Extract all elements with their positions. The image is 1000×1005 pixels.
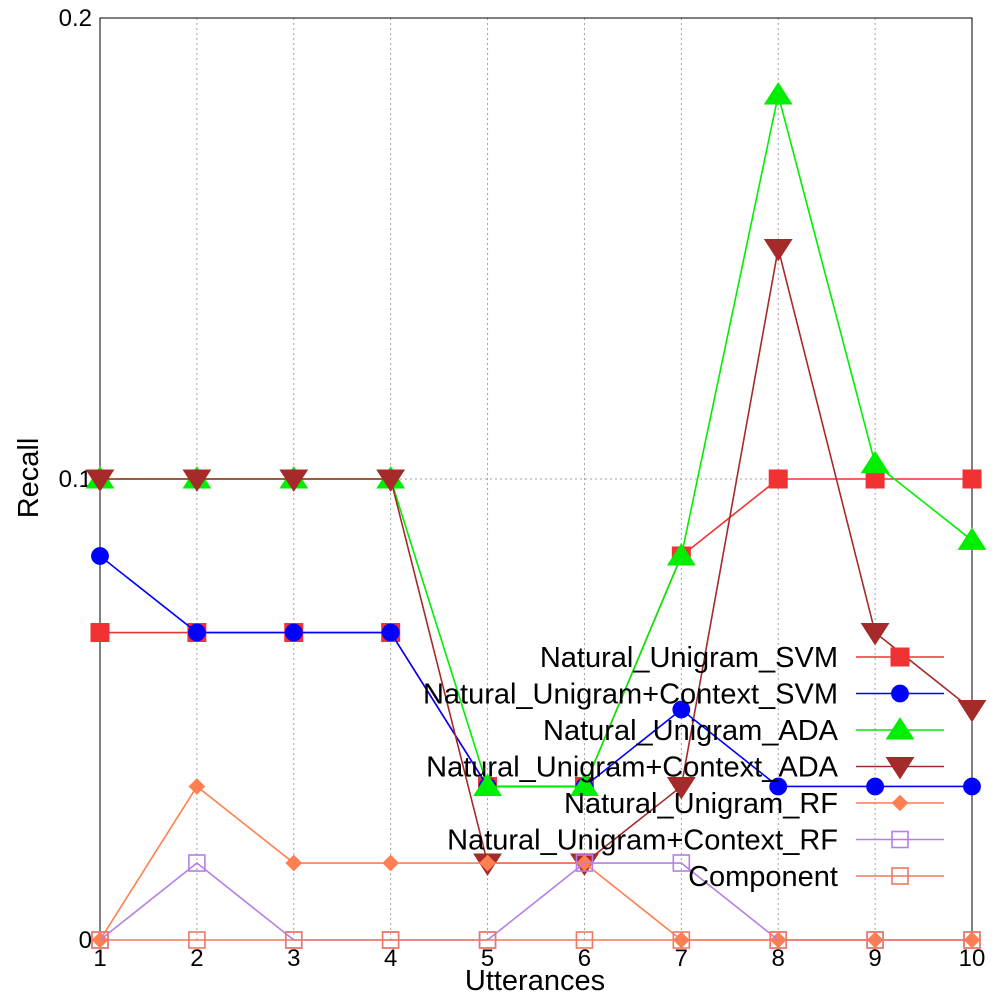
legend-marker — [891, 830, 909, 849]
data-point — [768, 469, 788, 489]
series-line — [99, 785, 972, 941]
series-line — [99, 861, 972, 941]
series-group — [91, 854, 981, 949]
legend-entry: Natural_Unigram_RF — [564, 788, 944, 820]
data-point — [473, 773, 502, 796]
legend-label: Natural_Unigram+Context_ADA — [426, 752, 838, 784]
data-point — [672, 854, 691, 872]
data-point — [91, 547, 109, 565]
legend-marker — [891, 684, 909, 703]
data-point — [279, 469, 309, 492]
legend-label: Natural_Unigram_RF — [564, 788, 838, 820]
legend-marker — [891, 794, 909, 812]
legend-label: Natural_Unigram_SVM — [540, 642, 838, 674]
x-tick-label: 7 — [675, 945, 688, 972]
data-point — [860, 450, 890, 474]
data-point — [672, 931, 691, 949]
data-point — [570, 773, 599, 796]
y-tick-label: 0.2 — [59, 5, 92, 32]
legend-entry: Natural_Unigram_ADA — [543, 715, 944, 747]
data-point — [866, 777, 885, 796]
x-tick-label: 2 — [190, 945, 203, 972]
x-tick-label: 6 — [578, 945, 591, 972]
x-tick-label: 8 — [772, 945, 785, 972]
legend-label: Natural_Unigram+Context_RF — [447, 825, 838, 857]
data-point — [188, 931, 206, 949]
legend-label: Natural_Unigram_ADA — [543, 715, 839, 747]
x-tick-label: 10 — [959, 945, 986, 972]
data-point — [769, 931, 788, 949]
y-axis-label: Recall — [13, 438, 45, 519]
data-point — [85, 469, 115, 492]
y-tick-label: 0 — [79, 927, 92, 954]
data-point — [763, 239, 793, 262]
x-tick-label: 5 — [481, 945, 494, 972]
data-point — [284, 931, 303, 949]
x-tick-label: 1 — [93, 945, 106, 972]
series-group — [91, 778, 981, 949]
legend: Natural_Unigram_SVM Natural_Unigram+Conte… — [423, 642, 944, 893]
data-point — [957, 527, 987, 550]
data-point — [188, 854, 206, 872]
data-point — [188, 778, 206, 795]
data-point — [860, 623, 890, 646]
data-point — [962, 469, 982, 489]
data-point — [187, 623, 206, 642]
data-point — [666, 776, 696, 800]
legend-marker — [890, 647, 910, 667]
x-tick-label: 9 — [868, 945, 881, 972]
data-point — [284, 623, 303, 642]
data-point — [91, 931, 109, 949]
data-point — [866, 931, 884, 949]
legend-entry: Natural_Unigram_SVM — [540, 642, 944, 674]
x-tick-label: 3 — [287, 945, 300, 972]
legend-marker — [885, 757, 915, 780]
x-axis-label: Utterances — [465, 965, 605, 997]
x-tick-label: 4 — [384, 945, 397, 972]
legend-entry: Natural_Unigram+Context_SVM — [423, 679, 944, 711]
data-point — [182, 469, 212, 492]
data-point — [575, 931, 594, 949]
data-point — [478, 931, 497, 949]
legend-entry: Natural_Unigram+Context_RF — [447, 825, 944, 857]
data-point — [666, 543, 696, 566]
legend-entry: Natural_Unigram+Context_ADA — [426, 752, 944, 784]
data-point — [90, 623, 110, 643]
legend-label: Natural_Unigram+Context_SVM — [423, 679, 838, 711]
data-point — [376, 469, 406, 492]
data-point — [479, 854, 496, 872]
data-point — [963, 931, 981, 949]
data-point — [285, 854, 303, 872]
series-group — [85, 239, 987, 876]
data-point — [672, 700, 691, 719]
data-point — [382, 854, 399, 872]
data-point — [575, 854, 594, 872]
data-point — [957, 700, 987, 723]
data-point — [381, 623, 400, 642]
legend-entry: Component — [688, 861, 944, 893]
data-point — [963, 777, 981, 796]
legend-label: Component — [688, 861, 838, 893]
legend-marker — [885, 717, 915, 740]
data-point — [769, 777, 788, 796]
series-group — [91, 931, 981, 949]
data-point — [381, 931, 400, 949]
legend-marker — [891, 867, 909, 885]
data-point — [763, 82, 793, 105]
series-group — [91, 547, 981, 796]
series-layer — [85, 82, 987, 949]
